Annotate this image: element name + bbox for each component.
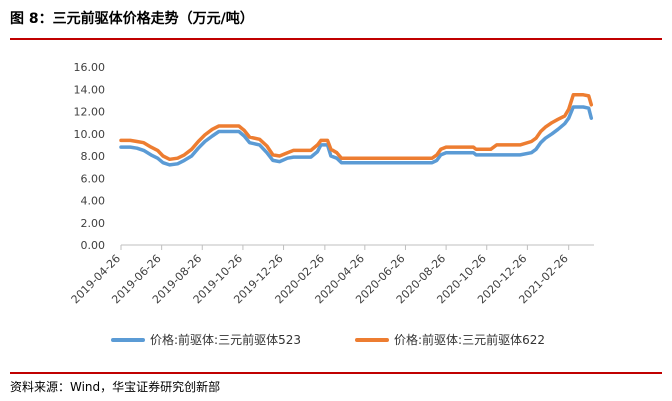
y-tick-label: 2.00	[81, 217, 106, 230]
y-tick-label: 12.00	[74, 106, 106, 119]
x-axis: 2019-04-262019-06-262019-08-262019-10-26…	[69, 244, 594, 306]
legend-label-1: 价格:前驱体:三元前驱体523	[150, 332, 301, 347]
y-axis: 0.00 2.00 4.00 6.00 8.00 10.00 12.00 14.00 16.00	[74, 61, 106, 252]
legend-label-2: 价格:前驱体:三元前驱体622	[394, 332, 545, 347]
price-line-chart: 0.00 2.00 4.00 6.00 8.00 10.00 12.00 14.00 16.00…	[69, 61, 594, 347]
y-tick-label: 6.00	[81, 172, 106, 185]
source-note: 资料来源：Wind，华宝证券研究创新部	[10, 380, 221, 394]
legend: 价格:前驱体:三元前驱体523 价格:前驱体:三元前驱体622	[111, 332, 545, 347]
y-tick-label: 14.00	[74, 83, 106, 96]
y-tick-label: 4.00	[81, 195, 106, 208]
y-tick-label: 10.00	[74, 128, 106, 141]
series-line-2	[119, 93, 594, 162]
figure-title: 图 8：三元前驱体价格走势（万元/吨）	[10, 11, 254, 27]
bottom-divider	[10, 372, 662, 374]
series-line-1	[119, 105, 594, 167]
series-layer	[119, 93, 594, 167]
y-tick-label: 16.00	[74, 61, 106, 74]
top-divider	[10, 38, 662, 40]
y-tick-label: 0.00	[81, 239, 106, 252]
y-tick-label: 8.00	[81, 150, 106, 163]
